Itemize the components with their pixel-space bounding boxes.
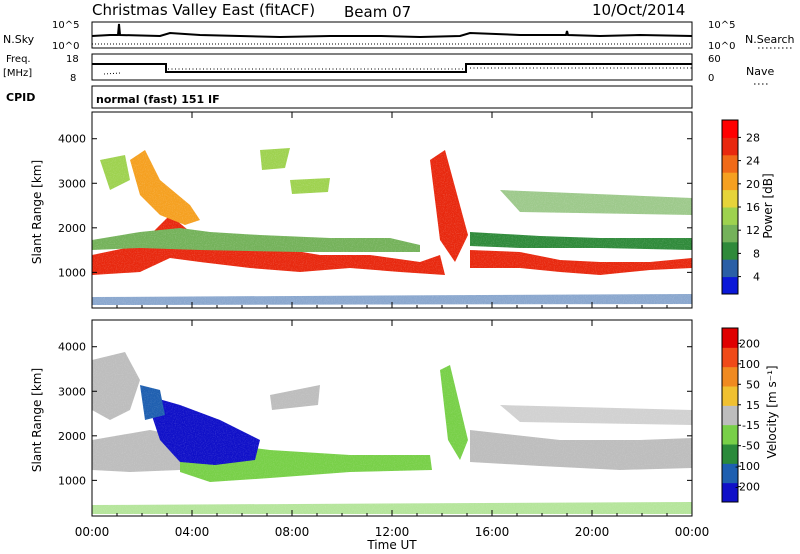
y-tick-label-0-2: 2000 (58, 222, 86, 235)
y-tick-label-1-2: 2000 (58, 430, 86, 443)
colorbar-segment-0-9 (722, 120, 738, 138)
colorbar-segment-1-5 (722, 386, 738, 406)
colorbar-segment-1-2 (722, 444, 738, 464)
nsearch-tick-high: 10^5 (708, 20, 735, 31)
colorbar-frame-1 (721, 327, 739, 503)
colorbar-segment-1-8 (722, 328, 738, 348)
velocity-ylabel: Slant Range [km] (30, 368, 44, 472)
colorbar-segment-0-2 (722, 241, 738, 260)
y-tick-label-1-3: 1000 (58, 474, 86, 487)
colorbar-segment-0-8 (722, 137, 738, 156)
cpid-panel (91, 85, 693, 109)
colorbar-segment-0-7 (722, 154, 738, 173)
colorbar-segment-1-6 (722, 366, 738, 387)
y-tick-label-1-1: 3000 (58, 385, 86, 398)
colorbar-tick-label-0-4: 12 (746, 224, 760, 237)
colorbar-tick-label-1-6: -100 (735, 460, 760, 473)
velocity-scatter (92, 320, 692, 516)
colorbar-segment-0-4 (722, 207, 738, 225)
x-tick-label-2: 08:00 (275, 525, 310, 539)
power-colorbar-label: Power [dB] (761, 173, 775, 238)
nsearch-label: N.Search (745, 33, 795, 46)
beam-label: Beam 07 (344, 3, 411, 21)
plot-title: Christmas Valley East (fitACF) (92, 1, 315, 19)
colorbar-tick-label-1-1: 100 (739, 358, 760, 371)
freq-label: Freq. (6, 54, 31, 65)
nsearch-tick-low: 10^0 (708, 41, 735, 52)
colorbar-tick-label-1-4: -15 (742, 419, 760, 432)
colorbar-tick-label-1-2: 50 (746, 378, 760, 391)
nave-tick-low: 0 (708, 73, 714, 84)
nave-trace-start (103, 72, 121, 75)
colorbar-segment-0-0 (722, 276, 738, 295)
colorbar-segment-0-6 (722, 172, 738, 191)
nsky-tick-low: 10^0 (52, 41, 79, 52)
nave-label: Nave (746, 65, 774, 78)
colorbar-tick-label-0-1: 24 (746, 155, 760, 168)
x-tick-label-0: 00:00 (75, 525, 110, 539)
colorbar-segment-1-4 (722, 405, 738, 426)
power-noise (92, 112, 692, 308)
x-tick-label-1: 04:00 (175, 525, 210, 539)
colorbar-tick-label-1-3: 15 (746, 399, 760, 412)
date-label: 10/Oct/2014 (592, 1, 685, 19)
x-axis-label: Time UT (366, 538, 417, 552)
velocity-panel: 4000 3000 2000 1000 Slant Range [km] 200 100… (30, 319, 779, 517)
power-ylabel: Slant Range [km] (30, 160, 44, 264)
colorbar-segment-0-3 (722, 224, 738, 243)
y-tick-label-0-0: 4000 (58, 133, 86, 146)
freq-tick-high: 18 (66, 54, 79, 65)
nsky-panel: N.Sky 10^5 10^0 10^5 10^0 N.Search (3, 20, 795, 52)
colorbar-tick-label-1-5: -50 (742, 440, 760, 453)
colorbar-tick-label-1-0: 200 (739, 337, 760, 350)
velocity-colorbar-label: Velocity [m s⁻¹] (765, 365, 779, 458)
x-tick-label-6: 00:00 (675, 525, 710, 539)
x-axis: 00:00 04:00 08:00 12:00 16:00 20:00 00:00 (75, 112, 710, 539)
cpid-value: normal (fast) 151 IF (96, 93, 220, 106)
colorbar-segment-1-1 (722, 463, 738, 484)
colorbar-segment-0-1 (722, 259, 738, 278)
freq-unit: [MHz] (3, 68, 32, 79)
cpid-label: CPID (6, 91, 35, 104)
colorbar-segment-1-7 (722, 347, 738, 368)
colorbar-tick-label-0-2: 20 (746, 178, 760, 191)
power-scatter (92, 112, 692, 308)
nsky-trace (91, 23, 693, 39)
colorbar-tick-label-0-5: 8 (753, 247, 760, 260)
colorbar-tick-label-0-0: 28 (746, 131, 760, 144)
y-tick-label-1-0: 4000 (58, 341, 86, 354)
velocity-noise (92, 320, 692, 516)
colorbar-tick-label-0-6: 4 (753, 271, 760, 284)
x-tick-label-5: 20:00 (575, 525, 610, 539)
freq-tick-low: 8 (70, 73, 76, 84)
power-colorbar: 28 24 20 16 12 8 4 (721, 119, 760, 295)
colorbar-segment-1-0 (722, 482, 738, 503)
x-tick-label-3: 12:00 (375, 525, 410, 539)
y-tick-label-0-1: 3000 (58, 177, 86, 190)
colorbar-segment-1-3 (722, 424, 738, 445)
nave-tick-high: 60 (708, 54, 721, 65)
colorbar-tick-label-1-7: -200 (735, 481, 760, 494)
freq-trace (92, 63, 692, 73)
nsky-tick-high: 10^5 (52, 20, 79, 31)
y-tick-label-0-3: 1000 (58, 266, 86, 279)
colorbar-tick-label-0-3: 16 (746, 201, 760, 214)
nsky-label: N.Sky (3, 33, 35, 46)
freq-panel: Freq. [MHz] 18 8 60 0 Nave (3, 53, 774, 85)
velocity-colorbar: 200 100 50 15 -15 -50 -100 -200 (721, 327, 760, 503)
colorbar-segment-0-5 (722, 189, 738, 208)
x-tick-label-4: 16:00 (475, 525, 510, 539)
power-panel: 4000 3000 2000 1000 Slant Range [km] 28 24 20… (30, 111, 775, 309)
